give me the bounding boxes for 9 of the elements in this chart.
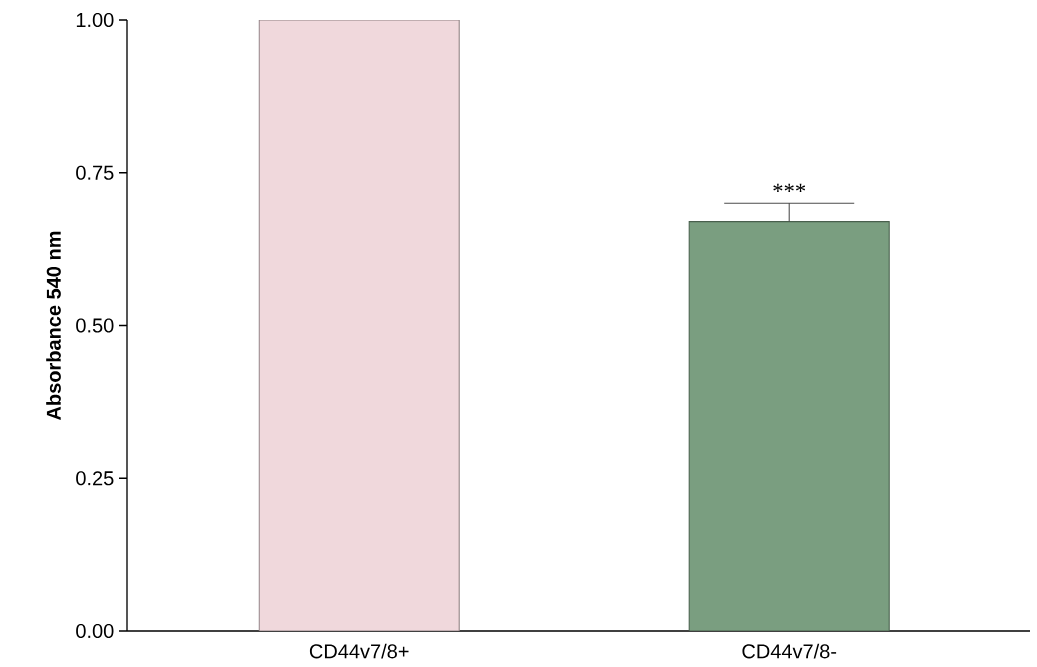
y-tick-label: 0.50	[76, 318, 114, 333]
y-tick-label: 1.00	[76, 12, 114, 28]
annotation: ***	[773, 183, 806, 193]
y-tick-label: 0.00	[76, 623, 114, 639]
y-axis-title: Absorbance 540 nm	[46, 231, 61, 421]
x-tick-label: CD44v7/8-	[742, 643, 837, 659]
x-tick-label: CD44v7/8+	[309, 643, 409, 659]
y-tick-label: 0.75	[76, 165, 114, 180]
y-tick-label: 0.25	[76, 471, 114, 486]
